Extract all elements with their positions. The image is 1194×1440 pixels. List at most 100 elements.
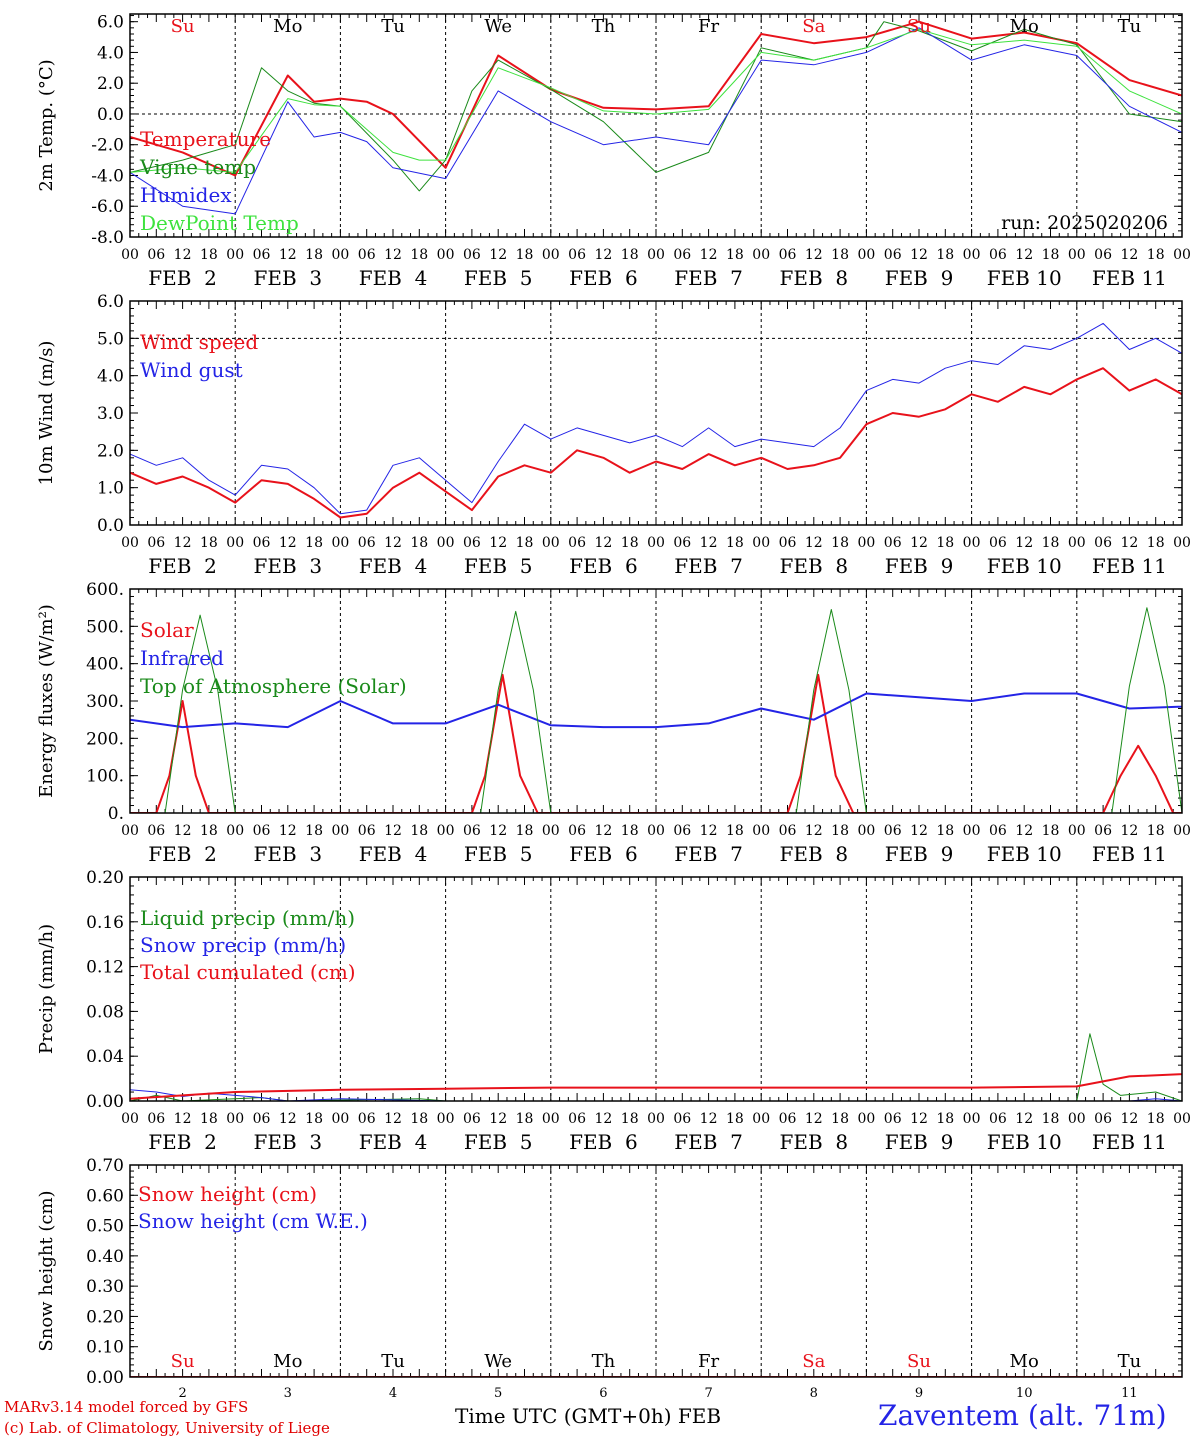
- hour-tick-label: 00: [1173, 1111, 1191, 1127]
- date-label: FEB 10: [987, 554, 1062, 578]
- hour-tick-label: 06: [358, 1111, 376, 1127]
- hour-tick-label: 06: [463, 247, 481, 263]
- legend-entry: Snow height (cm): [138, 1182, 317, 1206]
- hour-tick-label: 18: [621, 535, 639, 551]
- weekday-label: Tu: [1118, 1351, 1142, 1372]
- hour-tick-label: 18: [936, 247, 954, 263]
- weekday-label: Th: [592, 16, 616, 37]
- weekday-label: Mo: [1010, 16, 1039, 37]
- lab-credit: (c) Lab. of Climatology, University of L…: [4, 1419, 330, 1437]
- hour-tick-label: 00: [963, 823, 981, 839]
- hour-tick-label: 00: [1173, 535, 1191, 551]
- legend-entry: Solar: [140, 618, 194, 642]
- weekday-label: Mo: [273, 16, 302, 37]
- hour-tick-label: 00: [1068, 247, 1086, 263]
- legend-entry: Wind gust: [140, 358, 243, 382]
- hour-tick-label: 06: [358, 535, 376, 551]
- panel-precip: 0.20 0.16 0.12 0.08 0.04 0.00 Precip (mm/h) Liq…: [36, 868, 1191, 1154]
- hour-tick-label: 18: [200, 1111, 218, 1127]
- hour-tick-label: 12: [174, 823, 192, 839]
- plot-frame: [129, 588, 1183, 814]
- hour-tick-label: 06: [884, 1111, 902, 1127]
- legend-entry: Snow precip (mm/h): [140, 933, 346, 957]
- legend-entry: Top of Atmosphere (Solar): [140, 674, 407, 698]
- hour-tick-label: 18: [200, 247, 218, 263]
- date-label: FEB 9: [885, 842, 954, 866]
- hour-tick-label: 18: [726, 823, 744, 839]
- hour-tick-label: 12: [489, 823, 507, 839]
- hour-tick-label: 00: [1173, 823, 1191, 839]
- date-label: FEB 10: [987, 842, 1062, 866]
- legend-entry: Total cumulated (cm): [140, 960, 356, 984]
- hour-tick-label: 12: [594, 247, 612, 263]
- weekday-label: Su: [907, 16, 931, 37]
- hour-tick-label: 06: [1094, 1111, 1112, 1127]
- hour-tick-label: 18: [1147, 535, 1165, 551]
- weekday-label: Su: [171, 16, 195, 37]
- hour-tick-label: 12: [700, 823, 718, 839]
- y-tick-label: 0.0: [97, 105, 124, 125]
- legend-entry: Infrared: [140, 646, 224, 670]
- hour-tick-label: 18: [305, 1111, 323, 1127]
- hour-tick-label: 12: [489, 535, 507, 551]
- hour-tick-label: 18: [200, 535, 218, 551]
- hour-tick-label: 12: [805, 823, 823, 839]
- hour-tick-label: 12: [805, 1111, 823, 1127]
- hour-tick-label: 00: [542, 247, 560, 263]
- date-label: FEB 7: [674, 1130, 743, 1154]
- plot-frame: [129, 13, 1183, 238]
- y-axis-label: Precip (mm/h): [36, 924, 57, 1054]
- y-tick-label: 4.0: [97, 367, 124, 387]
- date-label: FEB 2: [148, 1130, 217, 1154]
- y-tick-label: 0.16: [86, 913, 124, 933]
- y-axis-label: Energy fluxes (W/m²): [36, 604, 57, 798]
- hour-tick-label: 00: [1173, 247, 1191, 263]
- hour-tick-label: 06: [253, 247, 271, 263]
- hour-tick-label: 06: [673, 247, 691, 263]
- y-tick-label: 0.10: [86, 1338, 124, 1358]
- day-number-label: 6: [599, 1386, 607, 1401]
- day-number-label: 10: [1016, 1386, 1033, 1401]
- hour-tick-label: 18: [516, 1111, 534, 1127]
- hour-tick-label: 12: [384, 247, 402, 263]
- hour-tick-label: 06: [358, 247, 376, 263]
- run-annotation: run: 2025020206: [1001, 212, 1168, 234]
- hour-tick-label: 18: [936, 1111, 954, 1127]
- y-tick-label: 200.: [86, 729, 124, 749]
- y-tick-label: -6.0: [91, 197, 124, 217]
- hour-tick-label: 06: [884, 247, 902, 263]
- hour-tick-label: 00: [752, 247, 770, 263]
- hour-tick-label: 18: [831, 1111, 849, 1127]
- legend-entry: Vigne temp: [139, 155, 256, 179]
- series-line-precip-2: [130, 1073, 1182, 1100]
- y-tick-label: 3.0: [97, 404, 124, 424]
- y-tick-label: 0.0: [97, 516, 124, 536]
- day-number-label: 4: [389, 1386, 397, 1401]
- hour-tick-label: 00: [331, 247, 349, 263]
- date-label: FEB 3: [253, 554, 322, 578]
- hour-tick-label: 12: [910, 823, 928, 839]
- weekday-label: Mo: [273, 1351, 302, 1372]
- hour-tick-label: 06: [147, 1111, 165, 1127]
- hour-tick-label: 00: [542, 823, 560, 839]
- date-label: FEB 3: [253, 266, 322, 290]
- date-label: FEB 10: [987, 1130, 1062, 1154]
- weekday-label: Tu: [381, 1351, 405, 1372]
- y-tick-label: 0.12: [86, 958, 124, 978]
- hour-tick-label: 06: [779, 535, 797, 551]
- series-line-temp-0: [130, 20, 1182, 177]
- hour-tick-label: 18: [621, 823, 639, 839]
- date-label: FEB 7: [674, 554, 743, 578]
- series-line-energy-2: [130, 607, 1182, 813]
- hour-tick-label: 12: [1120, 535, 1138, 551]
- time-axis-title: Time UTC (GMT+0h) FEB: [455, 1404, 722, 1428]
- date-label: FEB 4: [359, 1130, 428, 1154]
- date-label: FEB 7: [674, 266, 743, 290]
- hour-tick-label: 18: [936, 535, 954, 551]
- hour-tick-label: 18: [1042, 247, 1060, 263]
- hour-tick-label: 12: [174, 535, 192, 551]
- date-label: FEB 8: [779, 266, 848, 290]
- panel-wind: 6.0 5.0 4.0 3.0 2.0 1.0 0.0 10m Wind (m/s) Wind …: [36, 292, 1191, 578]
- date-label: FEB 2: [148, 554, 217, 578]
